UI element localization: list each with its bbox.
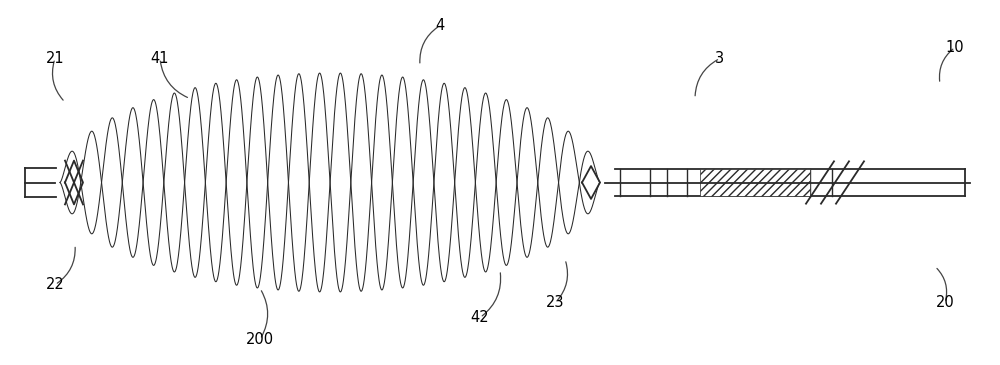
Text: 42: 42 [471,310,489,325]
Text: 3: 3 [715,51,725,66]
Text: 41: 41 [151,51,169,66]
Text: 22: 22 [46,277,64,292]
Text: 4: 4 [435,18,445,33]
Text: 10: 10 [946,40,964,55]
Text: 23: 23 [546,295,564,311]
Text: 20: 20 [936,295,954,311]
Text: 200: 200 [246,332,274,347]
Bar [700,169,810,196]
Text: 21: 21 [46,51,64,66]
